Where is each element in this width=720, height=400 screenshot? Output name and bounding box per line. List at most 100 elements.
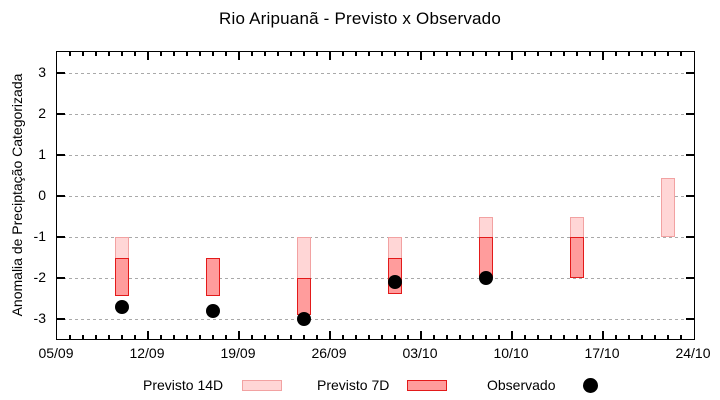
- x-tick-mark: [251, 335, 253, 339]
- y-tick-label: -3: [33, 310, 46, 326]
- x-tick-mark: [472, 52, 474, 56]
- x-tick-mark: [524, 52, 526, 56]
- x-tick-mark: [576, 52, 578, 56]
- x-tick-mark: [641, 52, 643, 56]
- x-tick-mark: [355, 52, 357, 56]
- x-tick-mark: [537, 335, 539, 339]
- x-tick-mark: [277, 335, 279, 339]
- x-tick-mark: [69, 52, 71, 56]
- previsto-14d-range-bar: [661, 177, 675, 237]
- x-tick-mark: [134, 335, 136, 339]
- y-tick-label: 3: [38, 64, 46, 80]
- y-tick-mark: [57, 195, 65, 197]
- legend-label-previsto-7d: Previsto 7D: [317, 377, 390, 393]
- x-tick-mark: [290, 335, 292, 339]
- x-tick-mark: [82, 52, 84, 56]
- x-tick-mark: [225, 335, 227, 339]
- x-tick-label: 05/09: [38, 345, 74, 361]
- x-tick-mark: [368, 52, 370, 56]
- legend-label-previsto-14d: Previsto 14D: [143, 377, 224, 393]
- x-tick-mark: [277, 52, 279, 56]
- legend-swatch-previsto-7d: [407, 380, 447, 391]
- x-tick-mark: [472, 335, 474, 339]
- x-tick-mark: [82, 335, 84, 339]
- x-tick-label: 19/09: [220, 345, 256, 361]
- y-tick-mark: [686, 154, 694, 156]
- x-tick-mark: [238, 52, 240, 60]
- x-tick-mark: [433, 335, 435, 339]
- y-tick-mark: [686, 195, 694, 197]
- x-tick-mark: [628, 52, 630, 56]
- x-tick-mark: [212, 335, 214, 339]
- previsto-7d-range-bar: [115, 257, 129, 297]
- x-tick-mark: [537, 52, 539, 56]
- x-tick-mark: [251, 52, 253, 56]
- y-tick-mark: [686, 236, 694, 238]
- previsto-7d-range-bar: [570, 237, 584, 278]
- gridline: [57, 236, 694, 238]
- observado-dot: [479, 271, 493, 285]
- x-tick-mark: [407, 335, 409, 339]
- x-tick-mark: [628, 335, 630, 339]
- x-tick-mark: [134, 52, 136, 56]
- x-tick-label: 03/10: [402, 345, 438, 361]
- x-tick-label: 26/09: [311, 345, 347, 361]
- x-tick-mark: [576, 335, 578, 339]
- gridline: [57, 72, 694, 74]
- x-tick-mark: [108, 335, 110, 339]
- x-tick-mark: [550, 335, 552, 339]
- chart-title: Rio Aripuanã - Previsto x Observado: [219, 9, 501, 28]
- x-tick-mark: [563, 52, 565, 56]
- y-tick-label: 0: [38, 187, 46, 203]
- x-tick-mark: [316, 52, 318, 56]
- x-tick-mark: [680, 52, 682, 56]
- x-tick-mark: [667, 52, 669, 56]
- gridline: [57, 113, 694, 115]
- x-tick-mark: [511, 52, 513, 60]
- x-tick-mark: [264, 52, 266, 56]
- x-tick-mark: [160, 335, 162, 339]
- gridline: [57, 318, 694, 320]
- x-tick-mark: [342, 335, 344, 339]
- y-tick-mark: [57, 236, 65, 238]
- x-tick-mark: [303, 335, 305, 339]
- x-tick-mark: [615, 335, 617, 339]
- y-tick-mark: [57, 318, 65, 320]
- x-tick-mark: [550, 52, 552, 56]
- x-tick-mark: [641, 335, 643, 339]
- x-tick-mark: [485, 335, 487, 339]
- x-tick-mark: [290, 52, 292, 56]
- x-tick-mark: [342, 52, 344, 56]
- x-tick-mark: [602, 331, 604, 339]
- x-tick-mark: [186, 335, 188, 339]
- x-tick-mark: [654, 52, 656, 56]
- x-tick-mark: [420, 52, 422, 60]
- x-tick-mark: [329, 52, 331, 60]
- y-tick-label: 1: [38, 146, 46, 162]
- x-tick-mark: [147, 52, 149, 60]
- x-tick-mark: [498, 335, 500, 339]
- x-tick-label: 10/10: [493, 345, 529, 361]
- x-tick-mark: [667, 335, 669, 339]
- y-tick-label: -2: [33, 269, 46, 285]
- gridline: [57, 195, 694, 197]
- x-tick-mark: [446, 52, 448, 56]
- x-tick-mark: [238, 331, 240, 339]
- x-tick-mark: [121, 52, 123, 56]
- x-tick-mark: [459, 52, 461, 56]
- x-tick-mark: [108, 52, 110, 56]
- x-tick-mark: [147, 331, 149, 339]
- x-tick-mark: [433, 52, 435, 56]
- gridline: [57, 154, 694, 156]
- observado-dot: [388, 275, 402, 290]
- x-tick-mark: [407, 52, 409, 56]
- x-tick-mark: [654, 335, 656, 339]
- y-tick-mark: [57, 277, 65, 279]
- y-tick-mark: [57, 154, 65, 156]
- x-tick-mark: [563, 335, 565, 339]
- x-tick-label: 17/10: [584, 345, 620, 361]
- x-tick-label: 12/09: [129, 345, 165, 361]
- x-tick-mark: [95, 335, 97, 339]
